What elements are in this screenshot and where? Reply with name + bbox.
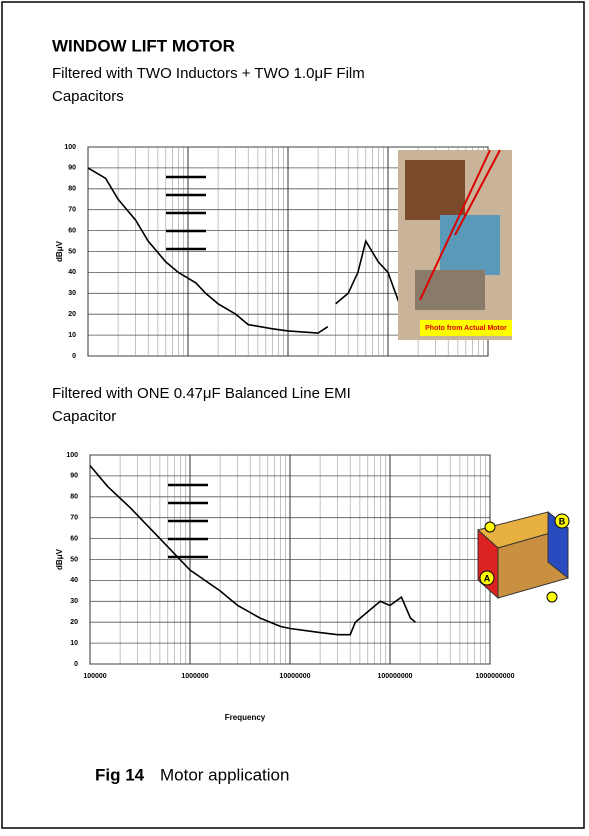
cap-label: B: [559, 516, 566, 526]
y-tick-label: 0: [74, 661, 78, 668]
y-tick-label: 20: [70, 619, 78, 626]
y-tick-label: 0: [72, 353, 76, 360]
cap-label-badge: [547, 592, 557, 602]
page: WINDOW LIFT MOTOR Fig 14 Motor applicati…: [0, 0, 589, 831]
x-axis-label: Frequency: [225, 713, 266, 722]
heading: WINDOW LIFT MOTOR: [52, 36, 235, 55]
caption-label: Fig 14: [95, 765, 145, 784]
chart-title-line: Capacitors: [52, 88, 124, 105]
y-tick-label: 40: [70, 577, 78, 584]
y-tick-label: 70: [70, 515, 78, 522]
y-tick-label: 100: [64, 144, 76, 151]
cap-label-badge: [485, 522, 495, 532]
y-tick-label: 80: [68, 186, 76, 193]
chart-title-line: Filtered with ONE 0.47μF Balanced Line E…: [52, 385, 351, 402]
y-tick-label: 40: [68, 269, 76, 276]
photo-part: [405, 160, 465, 220]
y-tick-label: 30: [70, 598, 78, 605]
y-tick-label: 30: [68, 290, 76, 297]
chart-title-line: Filtered with TWO Inductors + TWO 1.0μF …: [52, 65, 365, 82]
y-tick-label: 100: [66, 452, 78, 459]
x-tick-label: 100000000: [377, 673, 412, 680]
photo-caption: Photo from Actual Motor: [425, 325, 507, 332]
y-tick-label: 90: [68, 165, 76, 172]
x-tick-label: 10000000: [279, 673, 310, 680]
y-tick-label: 60: [68, 227, 76, 234]
motor-photo: Photo from Actual Motor: [398, 150, 512, 340]
y-tick-label: 80: [70, 494, 78, 501]
y-tick-label: 50: [68, 248, 76, 255]
y-tick-label: 10: [68, 332, 76, 339]
photo-part: [440, 215, 500, 275]
y-tick-label: 60: [70, 535, 78, 542]
y-tick-label: 20: [68, 311, 76, 318]
y-tick-label: 10: [70, 640, 78, 647]
x-tick-label: 100000: [83, 673, 106, 680]
y-axis-label: dBμV: [55, 548, 64, 570]
x-tick-label: 1000000: [181, 673, 208, 680]
caption-text: Motor application: [160, 765, 289, 784]
y-tick-label: 90: [70, 473, 78, 480]
y-tick-label: 50: [70, 556, 78, 563]
x-tick-label: 1000000000: [476, 673, 515, 680]
cap-label: A: [484, 573, 491, 583]
y-tick-label: 70: [68, 207, 76, 214]
chart-title-line: Capacitor: [52, 408, 116, 425]
y-axis-label: dBμV: [55, 240, 64, 262]
